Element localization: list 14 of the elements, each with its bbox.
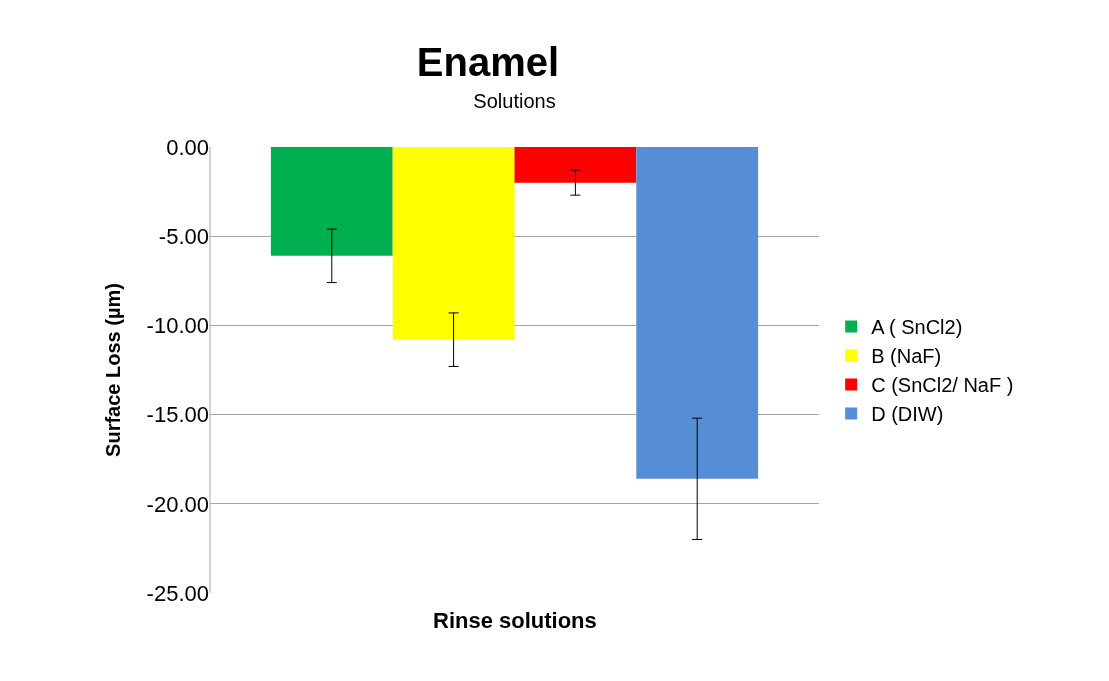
y-tick-label: -5.00 <box>158 223 209 249</box>
legend-label: B (NaF) <box>871 345 942 368</box>
y-tick-label: 0.00 <box>166 134 209 160</box>
chart-title: Enamel <box>416 39 560 84</box>
y-tick-label: -15.00 <box>146 402 209 428</box>
y-tick-label: -20.00 <box>146 491 209 517</box>
x-axis-title: Rinse solutions <box>433 608 597 633</box>
x-tick-label: Solutions <box>473 90 556 112</box>
y-axis-title: Surface Loss (µm) <box>102 283 125 457</box>
legend-label: D (DIW) <box>871 403 944 426</box>
legend-label: A ( SnCl2) <box>871 316 963 339</box>
y-tick-label: -10.00 <box>146 313 209 339</box>
legend-label: C (SnCl2/ NaF ) <box>871 374 1014 397</box>
y-tick-label: -25.00 <box>146 580 209 606</box>
